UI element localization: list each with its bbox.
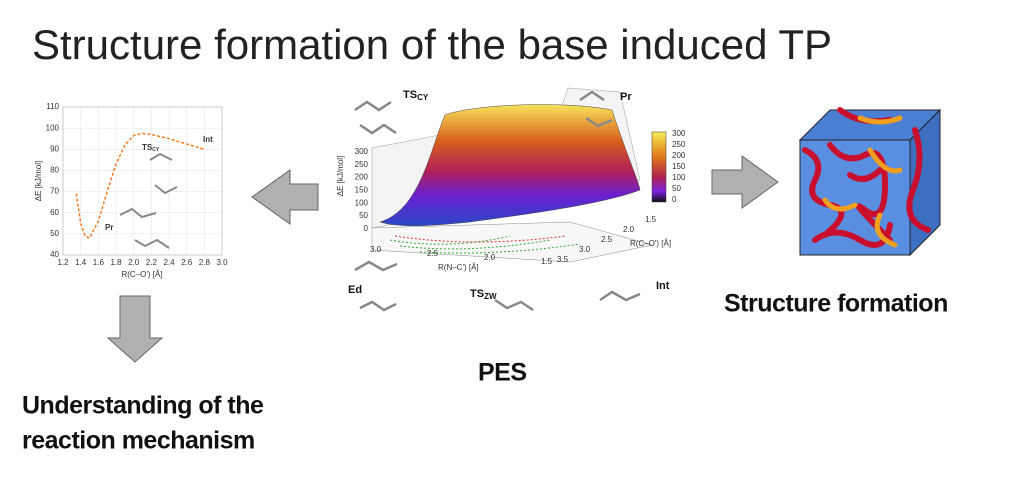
y-axis-label: ΔE [kJ/mol] bbox=[34, 161, 43, 201]
pes-plot: 300 250 200 150 100 50 0 300 250 200 150 100 50 0 ΔE… bbox=[336, 87, 686, 387]
y-tick-label: 40 bbox=[50, 250, 59, 259]
z-tick-label: 0 bbox=[364, 224, 369, 233]
x-tick-label: 2.6 bbox=[181, 258, 193, 267]
y-tick-label: 80 bbox=[50, 166, 59, 175]
mol-label: Ed bbox=[348, 284, 362, 296]
colorbar-tick-label: 250 bbox=[672, 140, 686, 149]
y-tick-label: 70 bbox=[50, 187, 59, 196]
x-tick-label: 2.0 bbox=[128, 258, 140, 267]
x-tick-label: 2.4 bbox=[163, 258, 175, 267]
colorbar-tick-label: 100 bbox=[672, 173, 686, 182]
x-tick-label: 2.2 bbox=[146, 258, 158, 267]
pes-surface bbox=[379, 104, 641, 226]
mechanism-caption: Understanding of the bbox=[22, 392, 264, 420]
colorbar-tick-label: 0 bbox=[672, 195, 677, 204]
z-tick-label: 200 bbox=[355, 173, 369, 182]
y-tick-label: 90 bbox=[50, 144, 59, 153]
mol-label: TSZW bbox=[470, 288, 497, 301]
structure-caption: Structure formation bbox=[724, 290, 948, 318]
mechanism-caption: reaction mechanism bbox=[22, 427, 255, 455]
mol-label: TSCY bbox=[403, 89, 429, 102]
plot-frame bbox=[62, 106, 223, 256]
cube bbox=[798, 107, 942, 257]
annotation-text: Int bbox=[203, 135, 213, 144]
pes-z-label: ΔE [kJ/mol] bbox=[336, 156, 345, 196]
z-tick-label: 100 bbox=[355, 198, 369, 207]
annotation-text: TS bbox=[142, 143, 153, 152]
z-tick-label: 300 bbox=[355, 147, 369, 156]
x-tick-label: 1.6 bbox=[93, 258, 105, 267]
colorbar-tick-label: 300 bbox=[672, 129, 686, 138]
pes-x-tick-label: 3.0 bbox=[370, 245, 382, 254]
mol-label: Pr bbox=[620, 91, 632, 103]
slide-title: Structure formation of the base induced … bbox=[32, 21, 832, 68]
y-tick-label: 110 bbox=[46, 102, 59, 111]
pes-x-tick-label: 2.5 bbox=[427, 249, 439, 258]
annotation: Int bbox=[203, 135, 213, 144]
pes-y-tick-label: 3.0 bbox=[579, 245, 591, 254]
annotation-sub: CY bbox=[152, 147, 160, 153]
pes-contour bbox=[389, 235, 581, 254]
colorbar bbox=[651, 131, 667, 203]
pes-x-tick-label: 2.0 bbox=[484, 253, 496, 262]
z-tick-label: 50 bbox=[359, 211, 368, 220]
pes-x-label: R(N–C') [Å] bbox=[438, 263, 479, 272]
y-tick-label: 60 bbox=[50, 208, 59, 217]
z-tick-label: 250 bbox=[355, 160, 369, 169]
x-tick-label: 1.2 bbox=[57, 258, 69, 267]
pes-caption: PES bbox=[478, 359, 527, 387]
y-tick-label: 50 bbox=[50, 229, 59, 238]
pes-y-tick-label: 1.5 bbox=[645, 215, 657, 224]
annotation: TSCY bbox=[142, 143, 160, 153]
mol-label: Int bbox=[656, 280, 670, 292]
arrow-right bbox=[711, 155, 779, 209]
y-tick-label: 100 bbox=[46, 123, 60, 132]
z-tick-label: 150 bbox=[355, 186, 369, 195]
annotation-text: Pr bbox=[105, 223, 113, 232]
x-tick-label: 2.8 bbox=[199, 258, 211, 267]
x-tick-label: 1.8 bbox=[110, 258, 122, 267]
molecule bbox=[119, 152, 178, 249]
pes-y-tick-label: 2.5 bbox=[601, 235, 613, 244]
molecule bbox=[354, 90, 641, 312]
pes-contour bbox=[394, 235, 566, 243]
pes-x-tick-label: 1.5 bbox=[541, 257, 553, 266]
data-line bbox=[75, 132, 205, 240]
pes-y-tick-label: 3.5 bbox=[557, 255, 569, 264]
pes-y-tick-label: 2.0 bbox=[623, 225, 635, 234]
x-tick-label: 1.4 bbox=[75, 258, 87, 267]
colorbar-tick-label: 150 bbox=[672, 162, 686, 171]
pes-floor bbox=[371, 221, 653, 263]
energy-chart: ΔE [kJ/mol] R(C–O') [Å] 40 50 60 70 80 90 100 1… bbox=[34, 102, 228, 279]
pes-y-label: R(C–O') [Å] bbox=[630, 239, 671, 248]
x-axis-label: R(C–O') [Å] bbox=[121, 270, 162, 279]
colorbar-tick-label: 200 bbox=[672, 151, 686, 160]
annotation: Pr bbox=[105, 223, 113, 232]
arrow-left bbox=[251, 169, 319, 225]
x-tick-label: 3.0 bbox=[216, 258, 228, 267]
colorbar-tick-label: 50 bbox=[672, 184, 681, 193]
arrow-down bbox=[106, 295, 164, 363]
